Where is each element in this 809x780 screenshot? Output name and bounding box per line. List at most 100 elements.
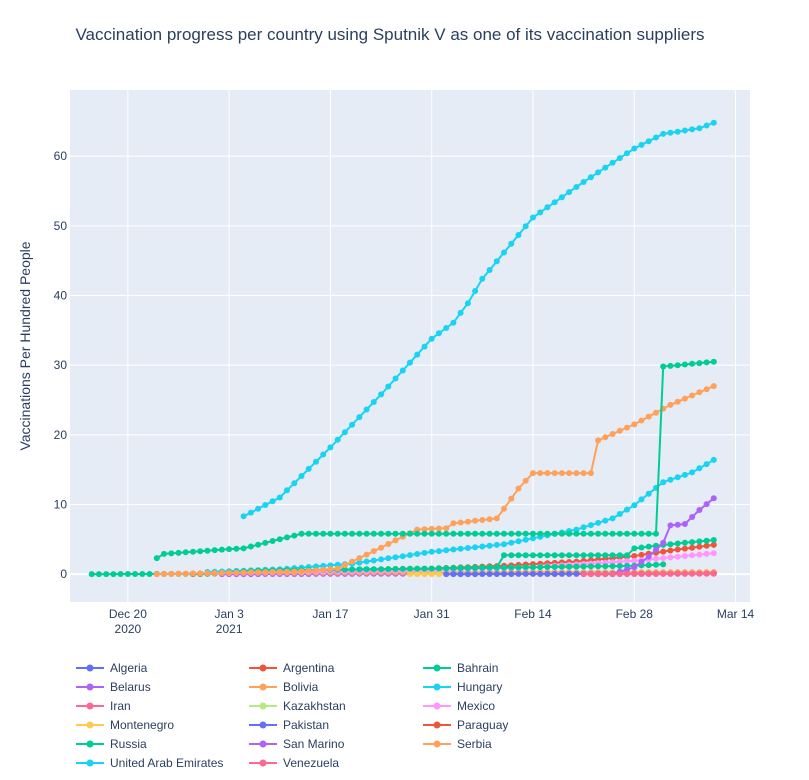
data-point [428,548,435,555]
legend-swatch-marker [259,683,267,691]
data-point [703,542,710,549]
data-point [566,563,573,570]
data-point [370,566,377,573]
legend-item: Bahrain [423,661,498,675]
data-point [660,548,667,555]
series-venezuela [580,570,717,578]
data-point [501,571,507,577]
data-point [710,456,717,463]
data-point [349,566,356,573]
data-point [710,358,717,365]
legend-swatch-marker [433,683,441,691]
data-point [233,545,240,552]
data-point [356,559,363,566]
data-point [501,552,507,559]
data-point [624,506,630,513]
data-point [616,427,623,434]
data-point [421,571,428,578]
data-point [710,537,717,543]
data-point [508,240,515,247]
data-point [414,530,421,537]
data-point [530,530,536,537]
data-point [262,569,269,575]
data-point [457,545,464,552]
data-point [240,513,247,520]
data-point [696,507,703,513]
data-point [544,530,551,537]
data-point [450,520,457,527]
data-point [378,530,385,537]
data-point [443,547,450,554]
data-point [537,470,544,477]
legend-item: Paraguay [423,718,508,732]
data-point [689,360,696,367]
data-point [298,473,305,479]
data-point [566,470,573,477]
data-point [638,417,645,424]
data-point [537,209,544,216]
data-point [218,546,225,553]
data-point [551,570,558,577]
data-point [530,214,536,221]
data-point [660,539,667,546]
data-point [522,536,529,543]
data-point [631,571,638,577]
data-point [558,570,565,577]
data-point [602,552,609,559]
data-point [689,126,696,133]
data-point [522,564,529,571]
data-point [566,570,573,577]
data-point [370,399,377,405]
data-point [320,566,327,573]
data-point [168,550,175,557]
data-point [674,362,681,369]
data-point [161,550,167,557]
data-point [435,530,442,537]
data-point [211,547,218,554]
data-point [602,563,609,570]
data-point [421,343,428,350]
data-point [399,530,406,537]
data-point [624,424,630,431]
data-point [428,530,435,537]
data-point [334,436,341,443]
data-point [320,530,327,537]
data-point [667,554,674,561]
y-tick-label: 30 [54,358,68,372]
x-tick-label: Feb 28 [616,607,654,621]
data-point [530,564,536,571]
data-point [703,359,710,366]
data-point [624,571,630,577]
data-point [472,571,479,578]
legend-item: Argentina [249,661,335,675]
data-point [486,267,493,273]
data-point [378,391,385,398]
legend-label: Iran [110,699,131,713]
data-point [681,553,688,559]
data-point [363,530,370,537]
data-point [443,530,450,537]
data-point [88,571,95,578]
data-point [363,406,370,413]
data-point [653,570,659,577]
data-point [587,552,594,559]
data-point [132,571,139,577]
data-point [428,525,435,532]
series-russia-upper [153,358,717,562]
data-point [580,524,587,531]
data-point [450,565,457,572]
data-point [472,517,479,524]
data-point [435,548,442,555]
data-point [653,555,659,562]
data-point [609,159,616,166]
data-point [616,552,623,559]
data-point [587,174,594,181]
data-point [653,561,659,568]
data-point [710,119,717,126]
data-point [696,551,703,558]
data-point [291,480,298,487]
data-point [269,538,276,544]
data-point [276,568,283,575]
data-point [681,361,688,368]
data-point [638,558,645,565]
